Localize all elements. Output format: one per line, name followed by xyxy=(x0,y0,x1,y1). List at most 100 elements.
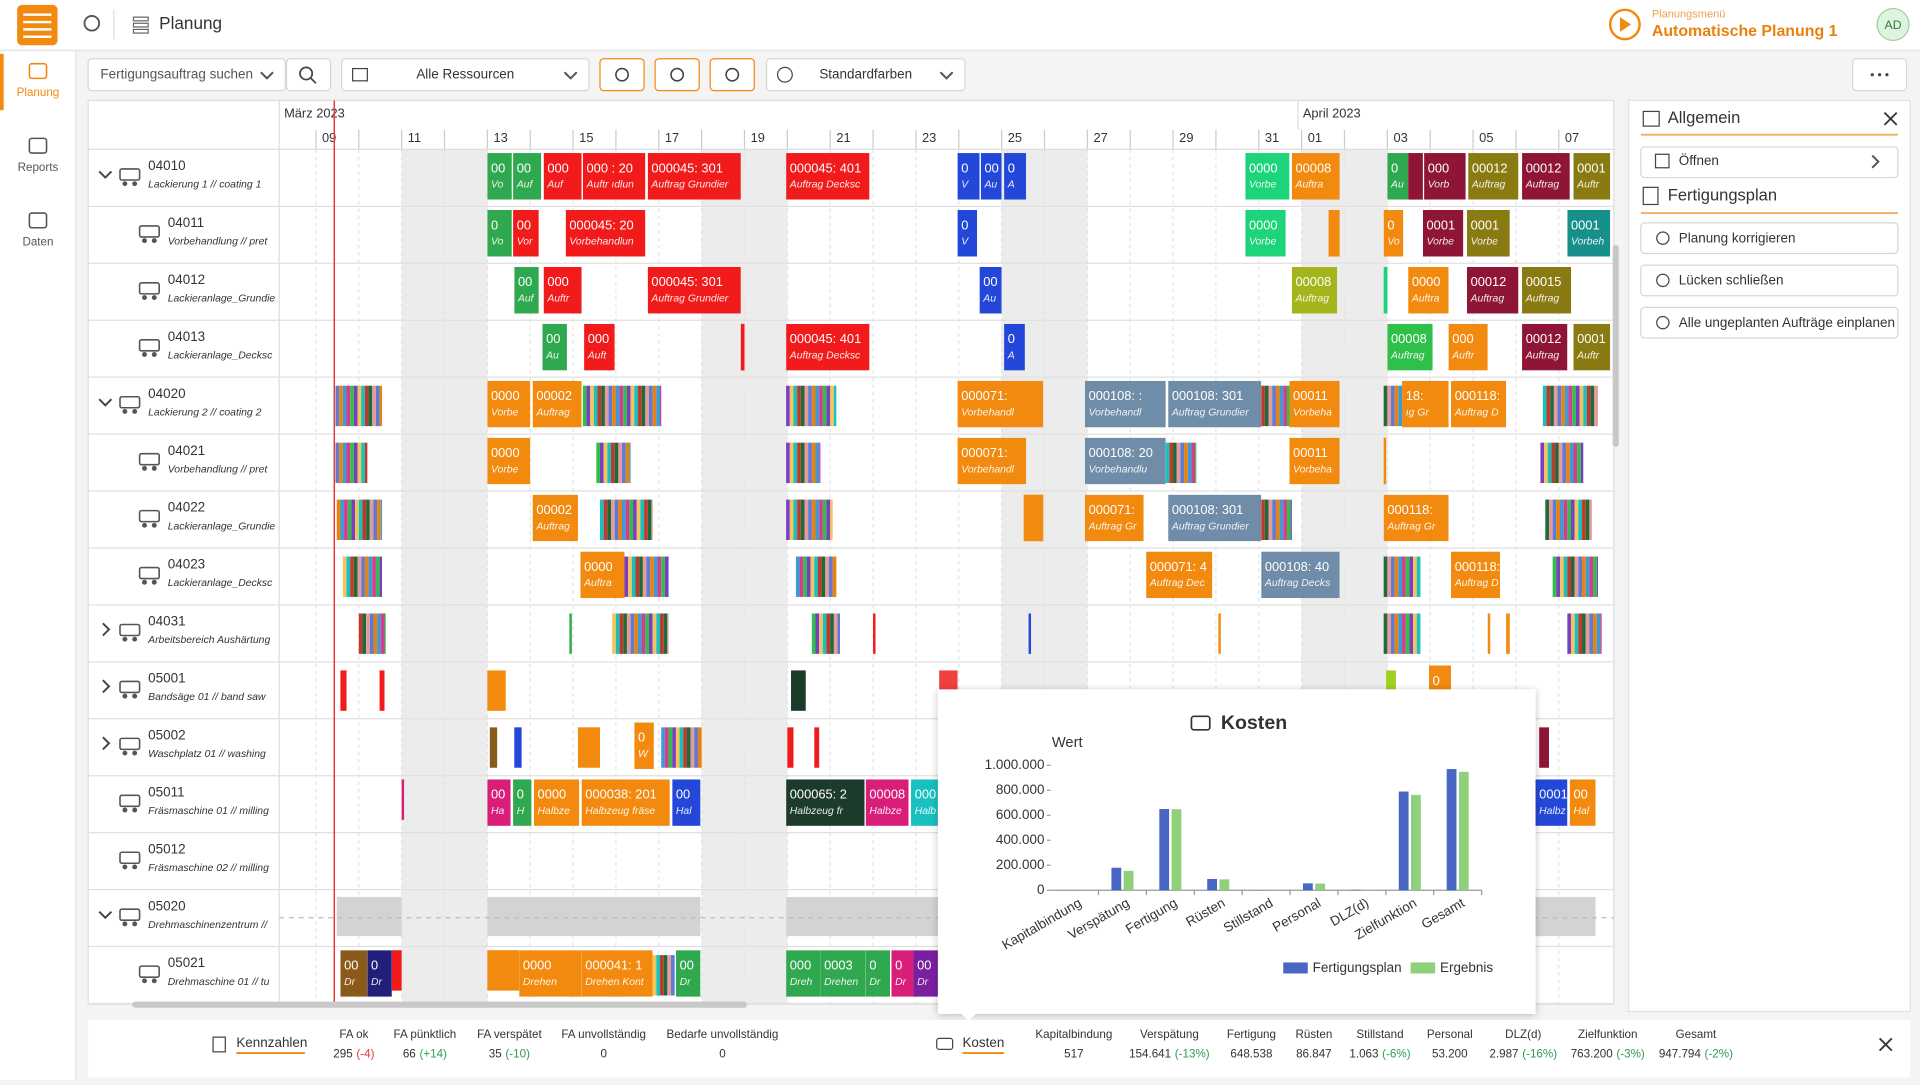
order-stripe[interactable] xyxy=(362,613,366,653)
order-stripe[interactable] xyxy=(804,386,808,426)
order-stripe[interactable] xyxy=(381,613,385,653)
order-stripe[interactable] xyxy=(691,727,695,767)
order-stripe[interactable] xyxy=(1553,557,1557,597)
order-stripe[interactable] xyxy=(612,386,616,426)
order-block[interactable] xyxy=(787,727,793,767)
order-stripe[interactable] xyxy=(797,500,801,540)
order-stripe[interactable] xyxy=(694,727,698,767)
gantt-block[interactable]: 000108: :Vorbehandl xyxy=(1085,381,1166,428)
order-stripe[interactable] xyxy=(1578,613,1582,653)
order-stripe[interactable] xyxy=(1593,557,1597,597)
order-stripe[interactable] xyxy=(1550,386,1554,426)
color-select[interactable]: Standardfarben xyxy=(819,66,912,81)
button[interactable] xyxy=(710,59,754,91)
order-stripe[interactable] xyxy=(812,613,816,653)
order-stripe[interactable] xyxy=(1566,443,1570,483)
order-stripe[interactable] xyxy=(1545,500,1549,540)
order-stripe[interactable] xyxy=(347,443,351,483)
order-stripe[interactable] xyxy=(1589,500,1591,540)
order-stripe[interactable] xyxy=(819,613,823,653)
order-stripe[interactable] xyxy=(1395,386,1399,426)
order-stripe[interactable] xyxy=(638,613,642,653)
order-stripe[interactable] xyxy=(611,443,615,483)
order-stripe[interactable] xyxy=(1398,613,1402,653)
gantt-block[interactable]: 000071:Vorbehandl xyxy=(958,438,1027,485)
order-stripe[interactable] xyxy=(830,386,834,426)
order-stripe[interactable] xyxy=(1582,500,1586,540)
order-stripe[interactable] xyxy=(626,500,630,540)
gantt-block[interactable]: 0Dr xyxy=(367,950,391,997)
order-stripe[interactable] xyxy=(340,500,344,540)
order-block[interactable] xyxy=(741,324,745,371)
button[interactable] xyxy=(655,59,699,91)
order-stripe[interactable] xyxy=(829,557,833,597)
order-stripe[interactable] xyxy=(339,443,343,483)
order-stripe[interactable] xyxy=(808,443,812,483)
order-stripe[interactable] xyxy=(1571,500,1575,540)
resource-id[interactable]: 04031 xyxy=(148,614,185,629)
order-stripe[interactable] xyxy=(1575,557,1579,597)
order-stripe[interactable] xyxy=(812,443,816,483)
order-stripe[interactable] xyxy=(1188,443,1192,483)
order-stripe[interactable] xyxy=(1576,386,1580,426)
order-stripe[interactable] xyxy=(660,613,664,653)
order-block[interactable] xyxy=(1408,153,1423,200)
resource-id[interactable]: 05012 xyxy=(148,841,185,856)
button[interactable] xyxy=(287,59,331,91)
order-stripe[interactable] xyxy=(624,557,628,597)
order-stripe[interactable] xyxy=(1413,557,1417,597)
order-stripe[interactable] xyxy=(609,386,613,426)
order-stripe[interactable] xyxy=(834,613,838,653)
order-stripe[interactable] xyxy=(647,557,651,597)
order-stripe[interactable] xyxy=(616,386,620,426)
order-stripe[interactable] xyxy=(337,500,341,540)
order-block[interactable] xyxy=(490,727,497,767)
order-stripe[interactable] xyxy=(1547,386,1551,426)
order-stripe[interactable] xyxy=(1587,386,1591,426)
order-stripe[interactable] xyxy=(793,443,797,483)
order-stripe[interactable] xyxy=(380,557,382,597)
order-stripe[interactable] xyxy=(1287,500,1291,540)
order-stripe[interactable] xyxy=(1406,613,1410,653)
order-stripe[interactable] xyxy=(1597,613,1601,653)
gantt-block[interactable]: 000071:Auftrag Gr xyxy=(1085,495,1144,542)
order-stripe[interactable] xyxy=(347,386,351,426)
order-block[interactable] xyxy=(578,727,600,767)
order-stripe[interactable] xyxy=(377,613,381,653)
gantt-block[interactable]: 0A xyxy=(1004,153,1026,200)
order-stripe[interactable] xyxy=(1577,443,1581,483)
order-stripe[interactable] xyxy=(604,500,608,540)
resource-id[interactable]: 05002 xyxy=(148,727,185,742)
resource-id[interactable]: 04021 xyxy=(168,443,205,458)
order-stripe[interactable] xyxy=(650,557,654,597)
order-stripe[interactable] xyxy=(350,557,354,597)
order-block[interactable] xyxy=(487,950,519,990)
order-stripe[interactable] xyxy=(811,557,815,597)
order-stripe[interactable] xyxy=(827,500,831,540)
resource-id[interactable]: 05001 xyxy=(148,671,185,686)
order-stripe[interactable] xyxy=(816,443,820,483)
order-stripe[interactable] xyxy=(1564,500,1568,540)
order-stripe[interactable] xyxy=(1549,500,1553,540)
order-stripe[interactable] xyxy=(651,500,652,540)
order-stripe[interactable] xyxy=(786,386,790,426)
order-stripe[interactable] xyxy=(587,386,591,426)
order-stripe[interactable] xyxy=(1395,557,1399,597)
order-stripe[interactable] xyxy=(1398,386,1402,426)
gantt-block[interactable]: 000071:Vorbehandl xyxy=(958,381,1044,428)
order-stripe[interactable] xyxy=(660,386,661,426)
order-stripe[interactable] xyxy=(361,557,365,597)
order-stripe[interactable] xyxy=(822,557,826,597)
order-stripe[interactable] xyxy=(801,386,805,426)
